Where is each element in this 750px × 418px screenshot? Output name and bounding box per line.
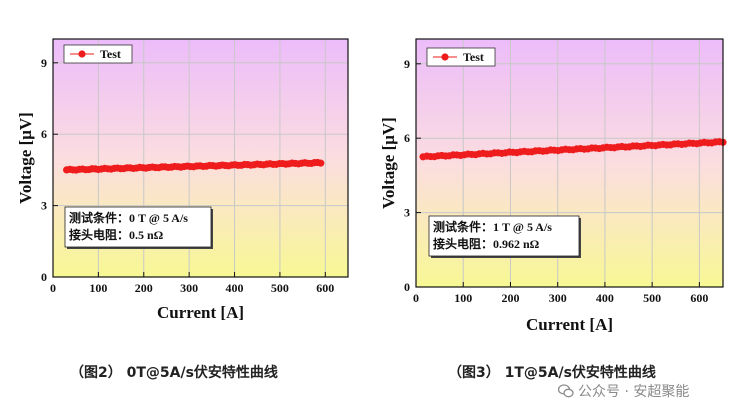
x-tick-label: 0 bbox=[413, 291, 419, 305]
legend-box bbox=[63, 44, 133, 64]
x-tick-label: 200 bbox=[135, 281, 153, 295]
annotation-note: 测试条件：0 T @ 5 A/s 接头电阻：0.5 nΩ bbox=[64, 206, 213, 249]
plot-frame bbox=[52, 38, 349, 278]
legend: Test bbox=[63, 44, 133, 64]
y-axis-title: Voltage [μV] bbox=[379, 117, 398, 209]
chart-1: 0 100 200 300 400 500 600 0 3 6 9 Current [A] Voltag… bbox=[16, 38, 349, 322]
y-tick-label: 3 bbox=[404, 206, 410, 220]
x-tick-label: 300 bbox=[549, 291, 567, 305]
series-test bbox=[419, 138, 727, 161]
note-line: 接头电阻：0.5 nΩ bbox=[69, 227, 164, 242]
data-point bbox=[317, 159, 325, 167]
chart-2: 0 100 200 300 400 500 600 0 3 6 9 Current [A] Voltag… bbox=[379, 38, 727, 334]
x-tick-label: 600 bbox=[690, 291, 708, 305]
legend-box bbox=[426, 47, 496, 67]
legend-marker bbox=[441, 53, 449, 61]
note-box bbox=[64, 206, 212, 248]
y-tick-label: 6 bbox=[41, 127, 47, 141]
y-tick-label: 6 bbox=[404, 131, 410, 145]
x-axis-title: Current [A] bbox=[157, 303, 244, 322]
x-tick-label: 600 bbox=[316, 281, 334, 295]
x-tick-label: 0 bbox=[50, 281, 56, 295]
y-axis-title: Voltage [μV] bbox=[16, 112, 35, 204]
y-tick-label: 9 bbox=[41, 56, 47, 70]
watermark: 公众号 · 安超聚能 bbox=[558, 381, 689, 401]
series-test bbox=[63, 158, 325, 174]
note-line: 测试条件：0 T @ 5 A/s bbox=[69, 210, 188, 225]
y-tick-label: 0 bbox=[41, 270, 47, 284]
legend-entry: Test bbox=[100, 47, 121, 61]
note-line: 接头电阻：0.962 nΩ bbox=[433, 236, 540, 251]
x-tick-label: 400 bbox=[226, 281, 244, 295]
y-tick-label: 0 bbox=[404, 280, 410, 294]
wechat-icon bbox=[558, 384, 574, 398]
annotation-note: 测试条件：1 T @ 5 A/s 接头电阻：0.962 nΩ bbox=[428, 215, 581, 258]
x-tick-label: 300 bbox=[180, 281, 198, 295]
x-tick-label: 500 bbox=[643, 291, 661, 305]
note-line: 测试条件：1 T @ 5 A/s bbox=[433, 219, 552, 234]
x-tick-label: 200 bbox=[501, 291, 519, 305]
note-box bbox=[428, 215, 580, 257]
x-tick-label: 400 bbox=[596, 291, 614, 305]
caption-chart-1: （图2） 0T@5A/s伏安特性曲线 bbox=[70, 365, 278, 381]
legend-marker bbox=[78, 50, 86, 58]
caption-chart-2: （图3） 1T@5A/s伏安特性曲线 bbox=[448, 365, 656, 381]
x-tick-label: 500 bbox=[271, 281, 289, 295]
x-tick-label: 100 bbox=[89, 281, 107, 295]
x-tick-label: 100 bbox=[454, 291, 472, 305]
y-tick-label: 9 bbox=[404, 57, 410, 71]
y-tick-label: 3 bbox=[41, 199, 47, 213]
watermark-text: 公众号 · 安超聚能 bbox=[578, 384, 690, 400]
x-axis-title: Current [A] bbox=[526, 315, 613, 334]
legend-entry: Test bbox=[463, 50, 484, 64]
legend: Test bbox=[426, 47, 496, 67]
plot-frame bbox=[415, 38, 724, 288]
